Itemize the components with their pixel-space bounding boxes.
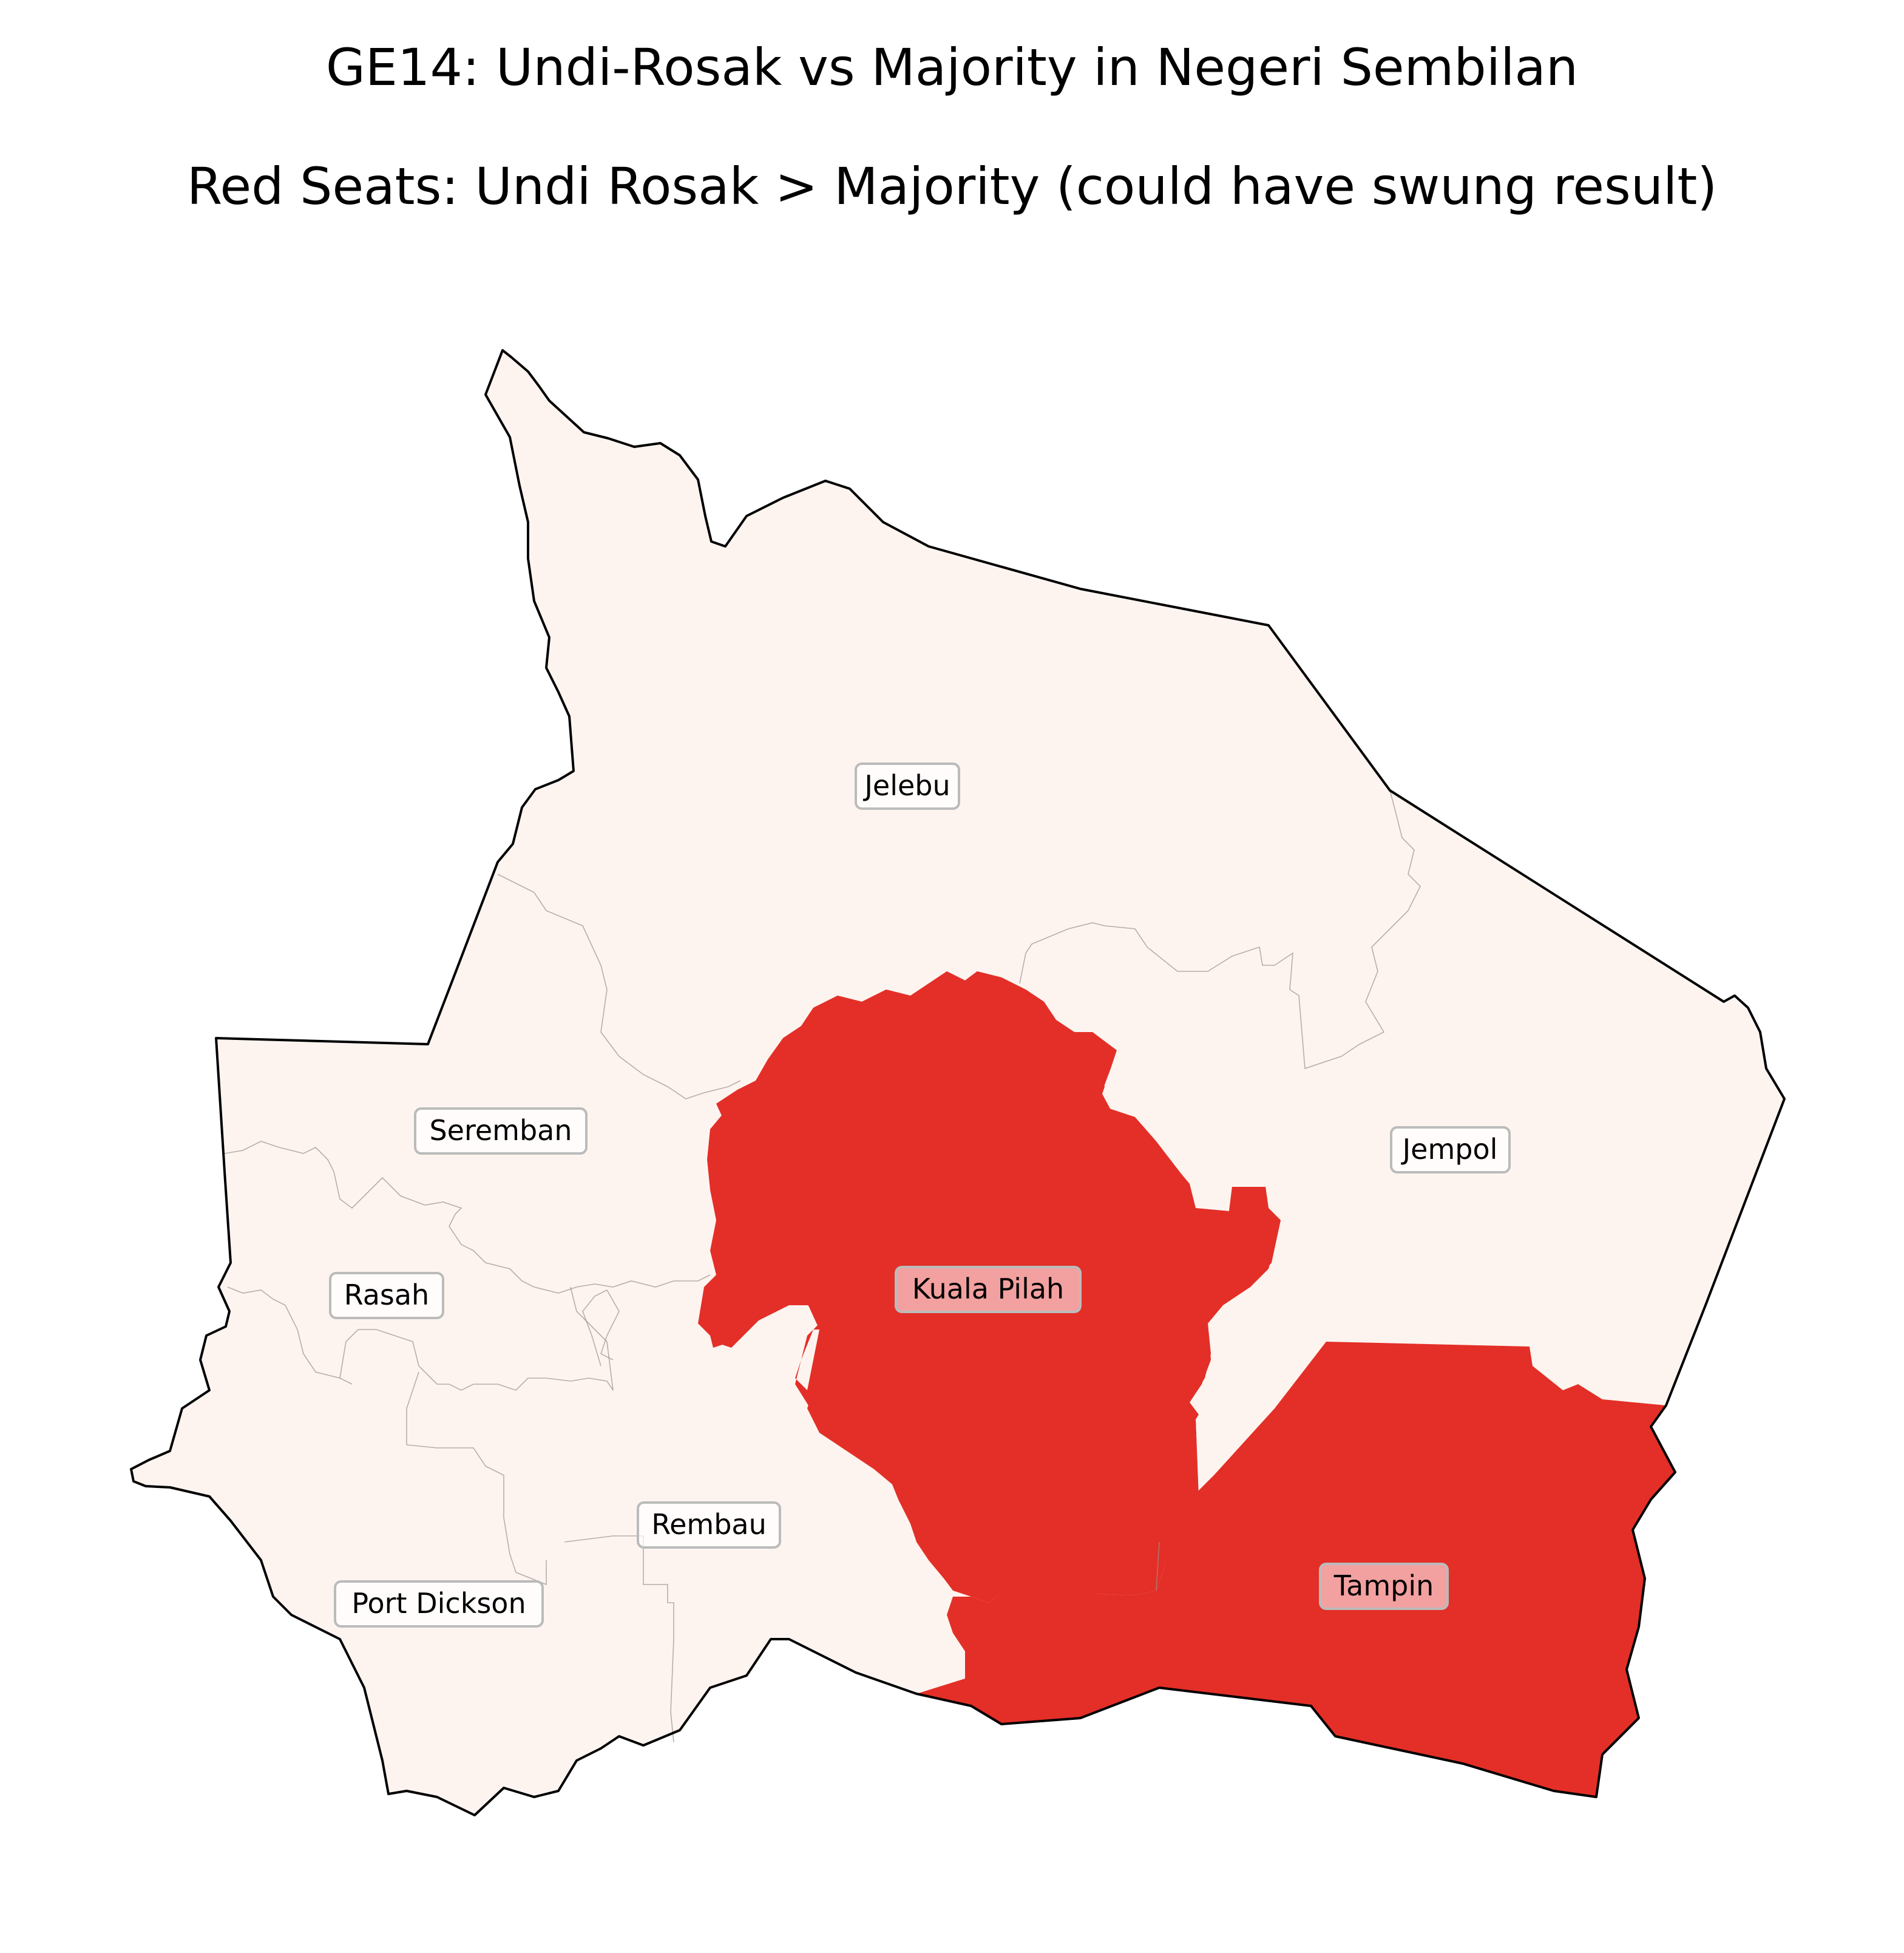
svg-text:Rembau: Rembau — [651, 1508, 767, 1541]
label-kuala-pilah: Kuala Pilah — [895, 1266, 1082, 1313]
label-rasah: Rasah — [329, 1272, 444, 1319]
label-tampin: Tampin — [1319, 1563, 1449, 1610]
map-title: GE14: Undi-Rosak vs Majority in Negeri S… — [325, 38, 1579, 97]
svg-text:Kuala Pilah: Kuala Pilah — [912, 1272, 1064, 1305]
svg-text:Port Dickson: Port Dickson — [351, 1587, 526, 1620]
seat-tampin — [916, 1342, 1675, 1797]
svg-text:Jelebu: Jelebu — [862, 769, 950, 802]
label-jelebu: Jelebu — [855, 763, 960, 810]
label-port-dickson: Port Dickson — [334, 1580, 544, 1628]
svg-text:Seremban: Seremban — [429, 1114, 572, 1147]
svg-text:Tampin: Tampin — [1333, 1569, 1434, 1602]
state-border — [130, 349, 1786, 1816]
map-subtitle: Red Seats: Undi Rosak > Majority (could … — [186, 157, 1718, 216]
label-seremban: Seremban — [414, 1107, 588, 1155]
label-rembau: Rembau — [637, 1501, 781, 1549]
label-jempol: Jempol — [1390, 1126, 1511, 1173]
svg-text:Jempol: Jempol — [1401, 1133, 1498, 1166]
seat-labels: Jelebu Jempol Seremban Kuala Pilah Rasah… — [329, 763, 1511, 1628]
svg-text:Rasah: Rasah — [344, 1279, 429, 1311]
seat-boundaries — [224, 790, 1421, 1743]
